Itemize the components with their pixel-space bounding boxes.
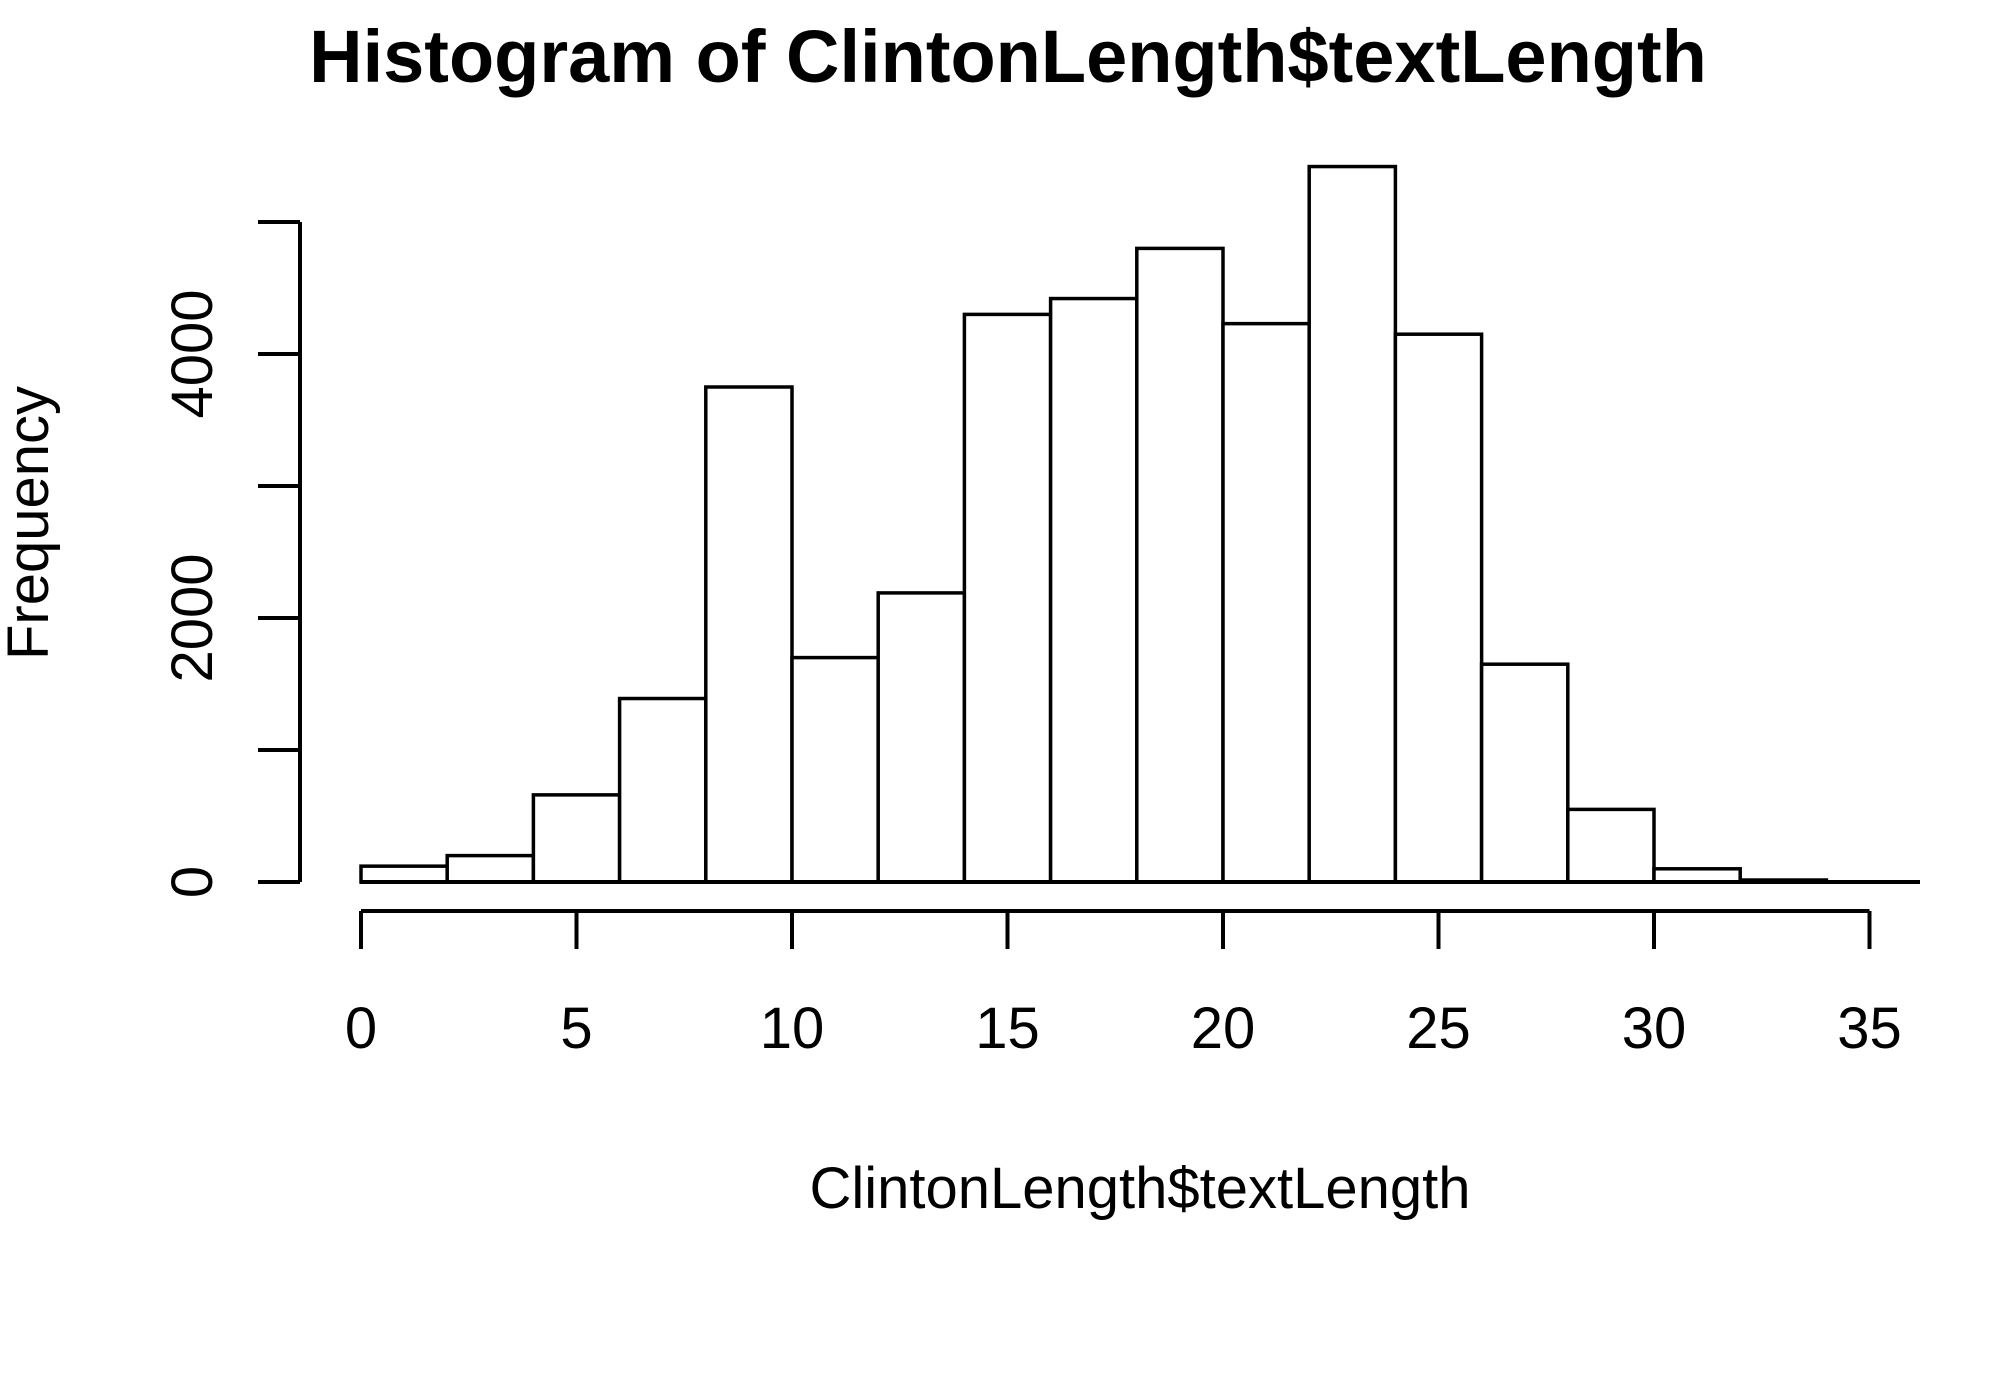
histogram-bar-13 [1479,662,1570,884]
x-tick-label-3: 15 [975,996,1040,1061]
x-tick-label-7: 35 [1837,996,1902,1061]
histogram-bar-14 [1566,807,1656,884]
histogram-bar-2 [531,793,622,884]
x-tick-label-4: 20 [1191,996,1256,1061]
y-axis: 0 2000 4000 [160,220,302,898]
x-tick-label-1: 5 [560,996,592,1061]
x-axis-label: ClintonLength$textLength [809,1156,1470,1221]
y-tick-label-0: 0 [160,866,225,898]
x-tick-label-2: 10 [760,996,825,1061]
histogram-bar-1 [445,853,536,884]
histogram-bars [359,164,1829,884]
y-tick-label-2: 2000 [160,553,225,682]
histogram-bar-8 [1048,296,1139,884]
histogram-bar-6 [876,591,967,884]
chart-title: Histogram of ClintonLength$textLength [309,15,1707,98]
histogram-bar-3 [617,696,708,884]
x-tick-label-5: 25 [1406,996,1471,1061]
histogram-bar-7 [962,312,1053,884]
x-axis: 0 5 10 15 20 25 30 35 [345,909,1902,1061]
y-tick-label-4: 4000 [160,289,225,418]
histogram-bar-9 [1135,246,1225,884]
histogram-bar-11 [1307,164,1398,884]
histogram-bar-10 [1221,321,1311,884]
histogram-bar-0 [359,864,449,884]
y-axis-label: Frequency [0,386,61,660]
histogram-bar-12 [1393,332,1484,884]
x-tick-label-6: 30 [1622,996,1687,1061]
histogram-bar-4 [704,385,794,884]
histogram-bar-5 [790,655,880,884]
x-tick-label-0: 0 [345,996,377,1061]
